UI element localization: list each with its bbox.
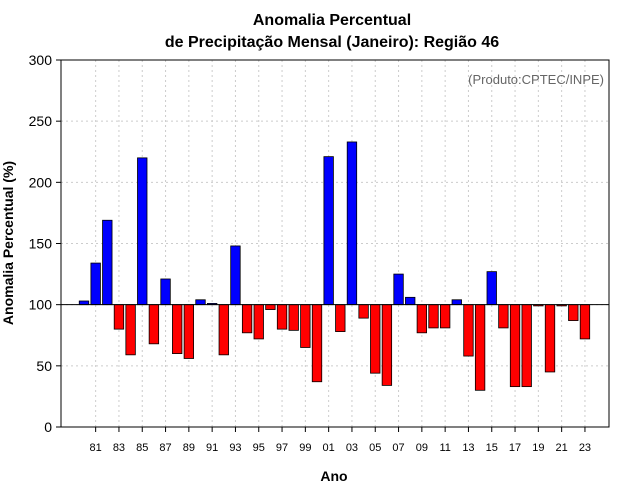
bar-1986 xyxy=(148,304,160,345)
bar-1984 xyxy=(125,304,136,356)
bar-2017 xyxy=(509,304,521,388)
x-tick-label-95: 95 xyxy=(253,442,265,454)
x-tick-label-91: 91 xyxy=(206,442,218,454)
bar-2004 xyxy=(358,304,369,319)
y-axis: 0 50 100 150 200 250 300 xyxy=(29,52,61,435)
bar-1994 xyxy=(241,304,253,334)
x-tick-label-99: 99 xyxy=(299,442,311,454)
bar-1981 xyxy=(90,262,101,306)
x-tick-label-03: 03 xyxy=(346,442,358,454)
y-axis-title: Anomalia Percentual (%) xyxy=(0,161,16,325)
bar-1997 xyxy=(276,304,288,330)
x-tick-label-89: 89 xyxy=(183,442,195,454)
bar-2013 xyxy=(463,304,474,357)
x-axis-title: Ano xyxy=(320,468,347,484)
bar-1989 xyxy=(183,304,195,359)
x-tick-label-23: 23 xyxy=(579,442,591,454)
x-tick-label-17: 17 xyxy=(509,442,521,454)
x-tick-label-01: 01 xyxy=(323,442,335,454)
x-tick-label-83: 83 xyxy=(113,442,125,454)
x-tick-label-97: 97 xyxy=(276,442,288,454)
bar-2023 xyxy=(579,304,591,340)
bar-2008 xyxy=(405,296,416,306)
bar-1980 xyxy=(78,300,90,306)
x-tick-label-93: 93 xyxy=(229,442,241,454)
bar-2018 xyxy=(521,304,532,388)
bar-1992 xyxy=(218,304,229,356)
bar-1995 xyxy=(253,304,264,340)
x-tick-label-07: 07 xyxy=(392,442,404,454)
bar-1983 xyxy=(113,304,125,330)
bars xyxy=(78,141,591,391)
x-tick-label-15: 15 xyxy=(486,442,498,454)
bar-1996 xyxy=(265,304,276,310)
x-tick-label-05: 05 xyxy=(369,442,381,454)
y-tick-label-150: 150 xyxy=(29,236,53,252)
x-tick-label-19: 19 xyxy=(532,442,544,454)
bar-1990 xyxy=(195,299,206,306)
x-tick-label-11: 11 xyxy=(439,442,450,454)
bar-2022 xyxy=(568,304,579,321)
bar-2005 xyxy=(370,304,381,374)
bar-2001 xyxy=(323,156,334,306)
x-tick-label-87: 87 xyxy=(159,442,171,454)
bar-2009 xyxy=(416,304,428,334)
bar-2002 xyxy=(335,304,346,332)
x-axis: 81 83 85 87 89 91 93 95 97 99 01 03 05 07 09 11 13 15 17 19… xyxy=(90,427,591,454)
bar-2020 xyxy=(544,304,556,373)
y-tick-label-200: 200 xyxy=(29,174,53,190)
x-tick-label-13: 13 xyxy=(462,442,474,454)
bar-1988 xyxy=(172,304,183,355)
y-tick-label-300: 300 xyxy=(29,52,53,68)
bar-2015 xyxy=(486,271,497,306)
bar-2006 xyxy=(381,304,393,386)
bar-2016 xyxy=(498,304,509,329)
bar-1999 xyxy=(300,304,311,348)
bar-2010 xyxy=(428,304,439,329)
bar-2000 xyxy=(311,304,323,383)
bar-1987 xyxy=(160,278,171,306)
chart-title-line2: de Precipitação Mensal (Janeiro): Região… xyxy=(165,34,499,51)
y-tick-label-100: 100 xyxy=(29,297,53,313)
x-tick-label-09: 09 xyxy=(416,442,428,454)
bar-2003 xyxy=(346,141,358,306)
chart-title-line1: Anomalia Percentual xyxy=(253,12,411,29)
bar-2007 xyxy=(393,273,404,306)
y-tick-label-0: 0 xyxy=(44,419,52,435)
bar-1982 xyxy=(102,219,113,306)
bar-2014 xyxy=(474,304,486,391)
x-tick-label-21: 21 xyxy=(556,442,568,454)
bar-1998 xyxy=(288,304,299,331)
bar-2011 xyxy=(439,304,451,329)
bar-2012 xyxy=(451,299,462,306)
bar-1985 xyxy=(137,157,148,306)
x-tick-label-81: 81 xyxy=(90,442,102,454)
y-tick-label-250: 250 xyxy=(29,113,53,129)
y-tick-label-50: 50 xyxy=(36,358,52,374)
credit-label: (Produto:CPTEC/INPE) xyxy=(468,72,604,87)
x-tick-label-85: 85 xyxy=(136,442,148,454)
bar-1993 xyxy=(230,245,241,306)
